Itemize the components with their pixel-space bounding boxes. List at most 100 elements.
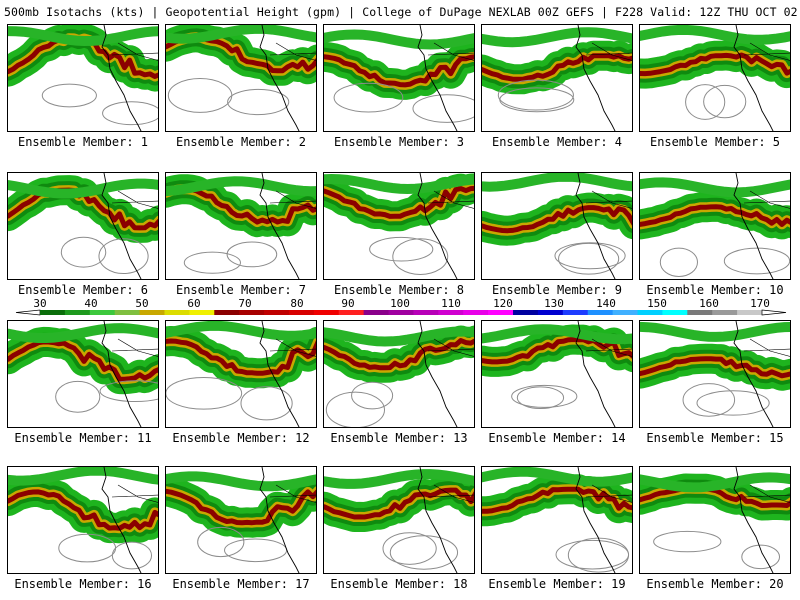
political-borders (111, 338, 158, 357)
colorbar-tick-label: 120 (493, 297, 513, 310)
secondary-jet-band (482, 324, 632, 345)
height-contour (696, 390, 770, 416)
coastline (417, 467, 458, 573)
political-borders (427, 42, 474, 61)
height-contour (60, 236, 107, 268)
colorbar-swatch (513, 310, 539, 315)
colorbar-swatch (537, 310, 564, 315)
height-contour (325, 391, 386, 427)
colorbar-tick-label: 160 (699, 297, 719, 310)
panel-caption: Ensemble Member: 20 (646, 577, 784, 591)
wind-speed-colorbar (15, 309, 787, 316)
height-contour (723, 247, 790, 275)
isotach-map (8, 467, 158, 573)
colorbar-swatch (712, 310, 738, 315)
height-contour (497, 79, 574, 111)
political-borders (743, 42, 790, 61)
jet-band (640, 52, 790, 77)
secondary-jet-band (324, 469, 474, 489)
coastline (101, 321, 142, 427)
political-borders (585, 190, 632, 209)
ensemble-panel-9 (481, 172, 633, 280)
colorbar-swatch (239, 310, 265, 315)
jet-band (324, 338, 474, 371)
colorbar-swatch (40, 310, 66, 315)
colorbar-swatch (637, 310, 663, 315)
ensemble-panel-15 (639, 320, 791, 428)
height-contour (102, 101, 158, 126)
isotach-map (8, 25, 158, 131)
panel-caption: Ensemble Member: 2 (175, 135, 307, 149)
colorbar-swatch (488, 310, 514, 315)
colorbar-swatch (89, 310, 116, 315)
colorbar-tick-label: 70 (238, 297, 252, 310)
political-borders (585, 484, 632, 503)
colorbar-swatch (214, 310, 240, 315)
political-borders (111, 484, 158, 503)
colorbar-tick-label: 50 (135, 297, 149, 310)
colorbar-swatch (438, 310, 464, 315)
coastline (259, 25, 300, 131)
isotach-map (482, 321, 632, 427)
jet-band (324, 185, 474, 219)
height-contour (224, 538, 288, 563)
coastline (417, 321, 458, 427)
ensemble-panel-2 (165, 24, 317, 132)
panel-caption: Ensemble Member: 1 (17, 135, 149, 149)
coastline (575, 467, 616, 573)
political-borders (111, 190, 158, 209)
colorbar-left-arrow (15, 309, 41, 316)
jet-band (482, 337, 632, 365)
height-contour (653, 530, 722, 553)
panel-caption: Ensemble Member: 4 (491, 135, 623, 149)
height-contour (111, 541, 153, 570)
political-borders (427, 484, 474, 503)
colorbar-right-arrow (761, 309, 787, 316)
ensemble-panel-16 (7, 466, 159, 574)
secondary-jet-band (640, 177, 790, 198)
panel-caption: Ensemble Member: 17 (172, 577, 310, 591)
jet-band (324, 54, 474, 88)
colorbar-swatch (338, 310, 365, 315)
height-contour (567, 537, 630, 573)
ensemble-panel-19 (481, 466, 633, 574)
isotach-map (482, 467, 632, 573)
secondary-jet-band (482, 173, 632, 192)
secondary-jet-band (8, 178, 158, 199)
panel-caption: Ensemble Member: 12 (172, 431, 310, 445)
colorbar-swatch (114, 310, 141, 315)
ensemble-panel-18 (323, 466, 475, 574)
coastline (259, 321, 300, 427)
panel-caption: Ensemble Member: 9 (491, 283, 623, 297)
isotach-map (166, 25, 316, 131)
height-contour (58, 533, 117, 563)
panel-caption: Ensemble Member: 19 (488, 577, 626, 591)
isotach-map (640, 173, 790, 279)
isotach-map (166, 467, 316, 573)
political-borders (269, 338, 316, 357)
coastline (733, 25, 774, 131)
coastline (259, 467, 300, 573)
height-contour (741, 544, 781, 570)
height-contour (392, 238, 449, 275)
height-contour (183, 251, 241, 274)
coastline (417, 25, 458, 131)
height-contour (659, 247, 698, 277)
isotach-map (8, 321, 158, 427)
isotach-map (8, 173, 158, 279)
political-borders (743, 338, 790, 357)
panel-caption: Ensemble Member: 8 (333, 283, 465, 297)
colorbar-swatch (363, 310, 390, 315)
height-contour (98, 238, 149, 275)
secondary-jet-band (640, 472, 790, 493)
colorbar-tick-label: 170 (750, 297, 770, 310)
jet-band (8, 339, 158, 382)
coastline (101, 25, 142, 131)
colorbar-swatch (687, 310, 713, 315)
panel-caption: Ensemble Member: 5 (649, 135, 781, 149)
colorbar-swatch (64, 310, 91, 315)
isotach-map (482, 25, 632, 131)
isotach-map (324, 25, 474, 131)
colorbar-swatch (612, 310, 639, 315)
panel-caption: Ensemble Member: 6 (17, 283, 149, 297)
